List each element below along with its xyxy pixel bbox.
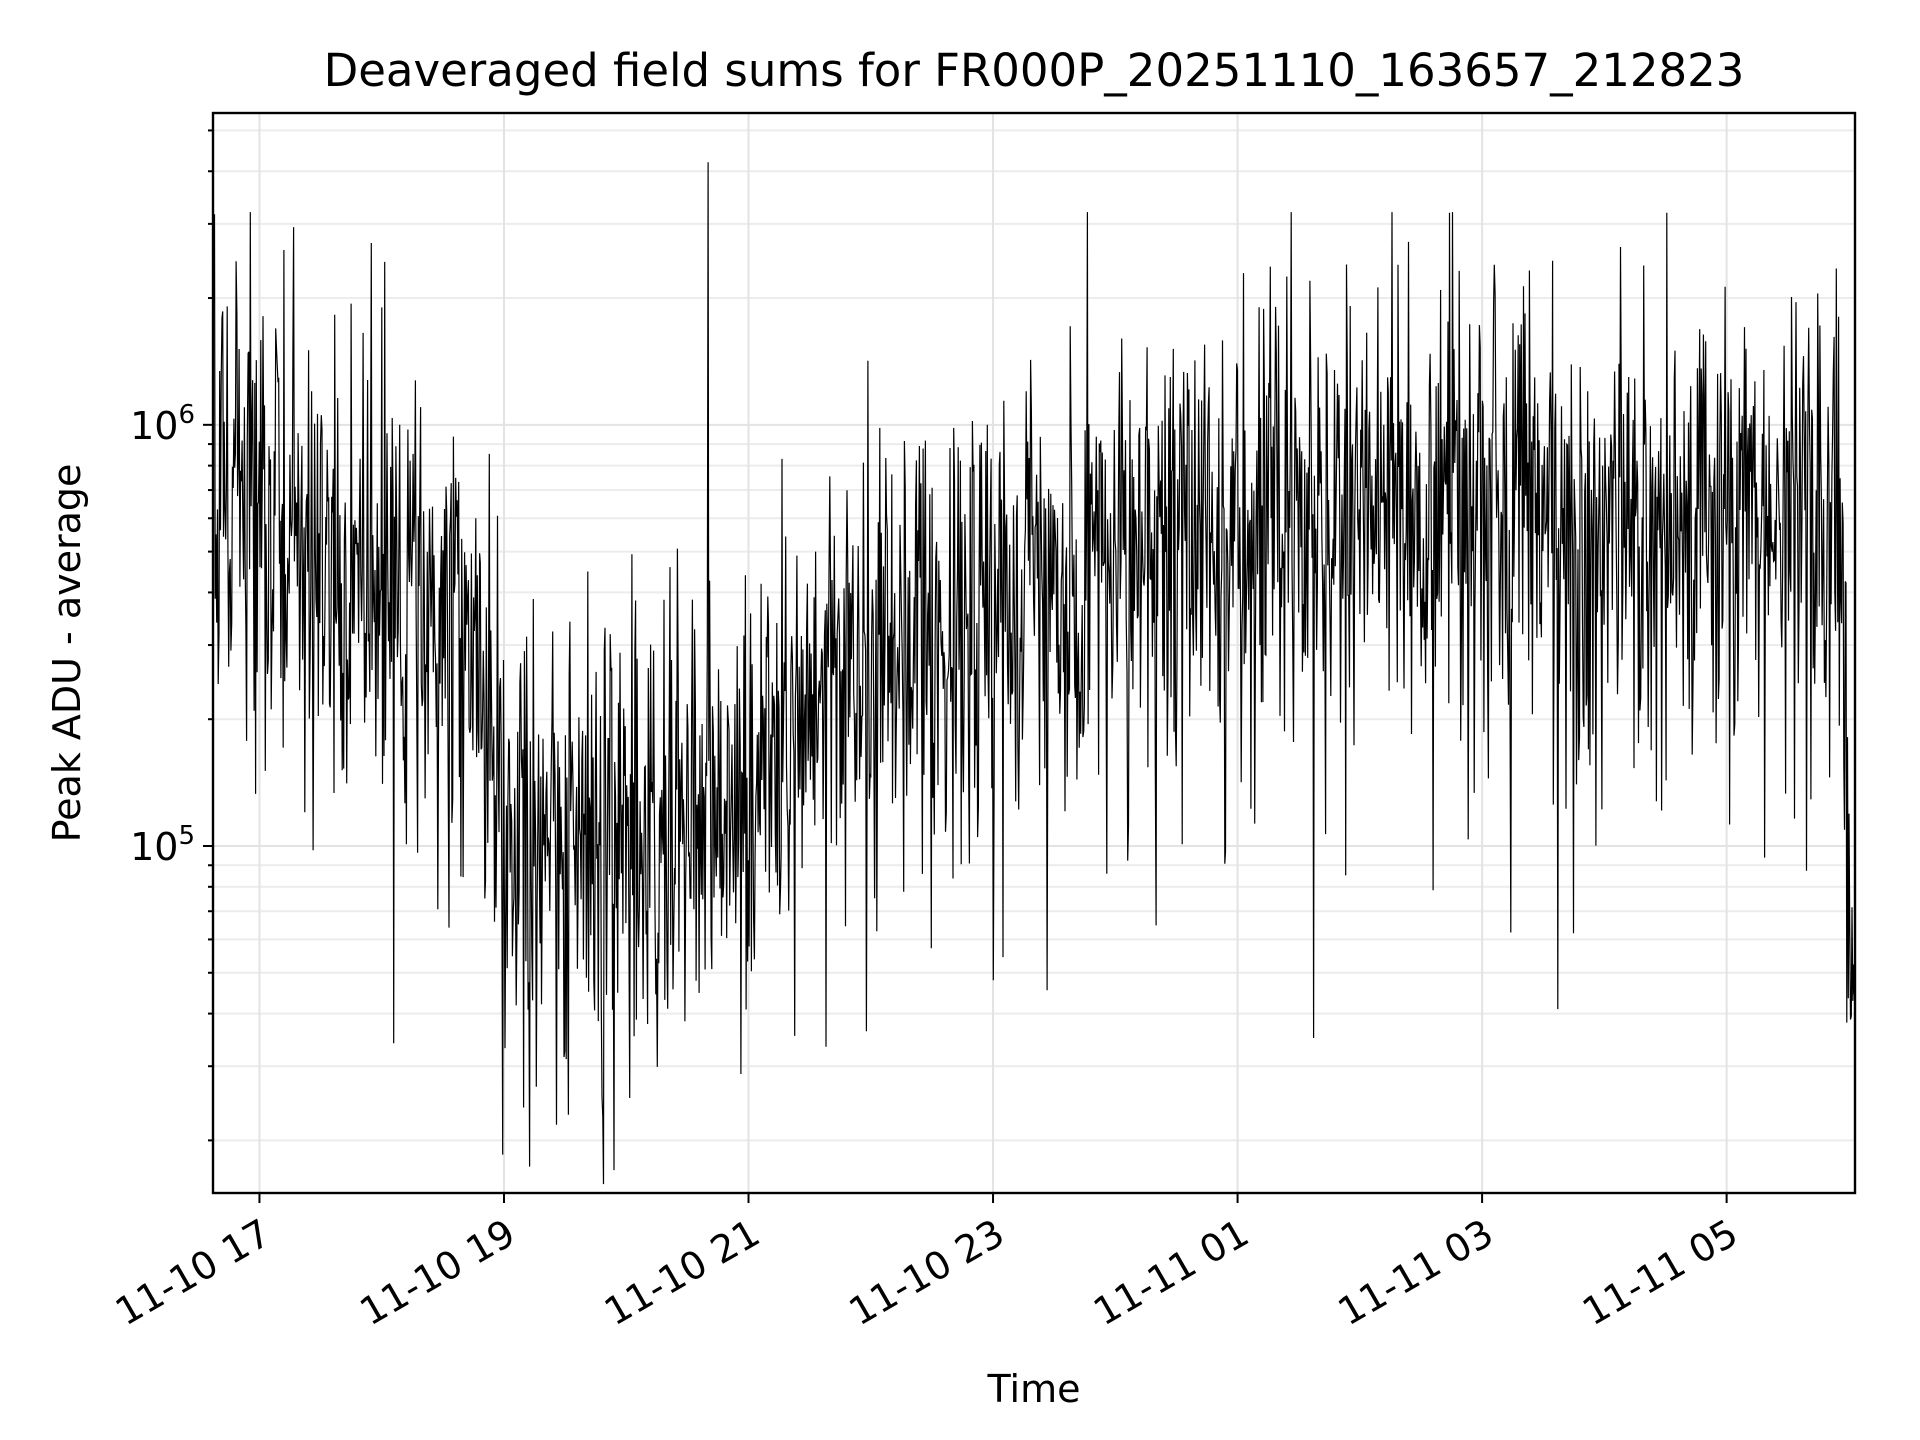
chart-title: Deaveraged field sums for FR000P_2025111… <box>324 44 1745 97</box>
series-line <box>212 162 1856 1185</box>
y-tick-label: 106 <box>130 400 195 448</box>
grid <box>213 113 1855 1193</box>
ticks <box>203 129 1728 1203</box>
y-axis-label: Peak ADU - average <box>45 464 89 843</box>
plot-frame <box>211 111 1857 1195</box>
y-tick-labels: 105 106 <box>130 400 195 869</box>
x-axis-label: Time <box>987 1367 1081 1411</box>
y-tick-label: 105 <box>130 821 195 869</box>
series <box>212 162 1856 1185</box>
